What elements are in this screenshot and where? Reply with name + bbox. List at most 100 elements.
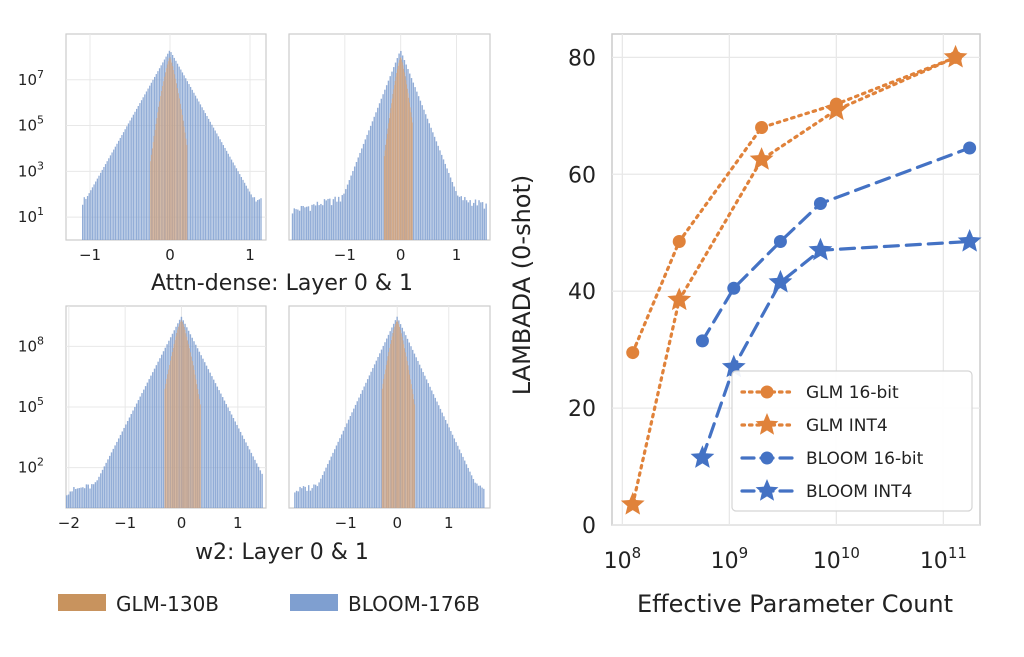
bar-bloom-176b (446, 423, 449, 508)
bar-bloom-176b (168, 340, 170, 508)
bar-glm-130b (402, 65, 404, 240)
bar-bloom-176b (414, 87, 416, 240)
bar-glm-130b (411, 389, 413, 508)
bar-glm-130b (389, 347, 390, 508)
x-tick-label: 0 (165, 246, 175, 264)
bar-bloom-176b (219, 139, 221, 240)
bar-bloom-176b (460, 196, 462, 240)
bar-bloom-176b (229, 156, 231, 240)
bar-bloom-176b (144, 94, 146, 240)
bar-bloom-176b (73, 487, 75, 508)
bar-bloom-176b (180, 69, 182, 241)
caption-w2: w2: Layer 0 & 1 (195, 540, 369, 565)
bar-bloom-176b (328, 460, 331, 508)
bar-bloom-176b (167, 53, 169, 240)
bar-bloom-176b (448, 427, 450, 508)
bar-bloom-176b (227, 153, 229, 240)
point-glm-int4 (667, 287, 692, 311)
bar-bloom-176b (80, 487, 82, 508)
bar-bloom-176b (244, 182, 246, 240)
bar-bloom-176b (300, 205, 303, 240)
bar-glm-130b (164, 76, 165, 240)
bar-bloom-176b (443, 416, 445, 508)
bar-bloom-176b (318, 205, 320, 240)
bar-glm-130b (163, 81, 164, 240)
y-tick-label: 108 (18, 334, 44, 355)
bar-glm-130b (175, 78, 176, 240)
bar-bloom-176b (248, 449, 251, 508)
bar-bloom-176b (188, 84, 190, 240)
bar-bloom-176b (337, 196, 340, 240)
y-tick-label: 103 (18, 159, 44, 180)
point-bloom-16-bit (773, 235, 787, 249)
bar-bloom-176b (422, 372, 424, 508)
bar-bloom-176b (118, 140, 120, 240)
bar-glm-130b (177, 329, 179, 508)
bar-bloom-176b (332, 199, 335, 240)
bar-glm-130b (158, 106, 160, 240)
bar-bloom-176b (458, 449, 461, 508)
bar-bloom-176b (408, 342, 410, 508)
bar-bloom-176b (316, 486, 319, 508)
bar-bloom-176b (478, 200, 480, 240)
x-tick-label: −1 (79, 246, 101, 264)
bar-bloom-176b (145, 91, 148, 241)
bar-bloom-176b (330, 205, 333, 240)
bar-bloom-176b (327, 198, 329, 240)
bar-bloom-176b (122, 132, 125, 240)
bar-bloom-176b (417, 96, 420, 240)
bar-bloom-176b (426, 118, 429, 240)
bar-bloom-176b (154, 76, 156, 240)
bar-bloom-176b (67, 494, 70, 508)
bar-bloom-176b (212, 127, 215, 240)
bar-glm-130b (381, 388, 383, 508)
bar-bloom-176b (462, 200, 464, 240)
bar-glm-130b (394, 80, 396, 241)
bar-bloom-176b (451, 434, 454, 508)
bar-bloom-176b (132, 410, 134, 508)
bar-glm-130b (406, 84, 408, 240)
bar-bloom-176b (304, 486, 306, 508)
bar-bloom-176b (311, 204, 313, 240)
y-tick-label: 102 (18, 456, 44, 477)
bar-bloom-176b (261, 473, 263, 508)
bar-bloom-176b (121, 431, 124, 508)
bar-bloom-176b (239, 431, 242, 508)
bar-bloom-176b (95, 181, 97, 240)
bar-glm-130b (387, 128, 389, 240)
x-tick-label: 1 (452, 246, 462, 264)
bar-bloom-176b (313, 484, 315, 508)
bar-bloom-176b (351, 412, 353, 508)
bar-bloom-176b (234, 421, 236, 508)
bar-glm-130b (407, 88, 408, 240)
bar-glm-130b (153, 135, 155, 240)
bar-bloom-176b (104, 164, 107, 240)
bar-bloom-176b (103, 166, 105, 240)
bar-bloom-176b (139, 396, 141, 508)
bar-bloom-176b (453, 438, 456, 508)
bar-bloom-176b (245, 185, 247, 240)
bar-glm-130b (403, 68, 405, 240)
bar-bloom-176b (427, 383, 430, 508)
bar-bloom-176b (257, 466, 260, 508)
bar-bloom-176b (217, 136, 220, 240)
bar-bloom-176b (82, 487, 84, 508)
bar-glm-130b (150, 154, 152, 240)
bar-bloom-176b (304, 207, 306, 240)
bar-bloom-176b (254, 459, 256, 508)
bar-glm-130b (186, 144, 188, 240)
bar-bloom-176b (465, 464, 468, 508)
bar-glm-130b (396, 69, 398, 241)
bar-bloom-176b (353, 408, 355, 508)
bar-glm-130b (187, 340, 189, 508)
bar-bloom-176b (444, 163, 446, 240)
bar-bloom-176b (309, 210, 311, 240)
bar-glm-130b (173, 343, 175, 508)
bar-glm-130b (411, 384, 412, 508)
bar-bloom-176b (377, 107, 379, 240)
bar-glm-130b (166, 378, 168, 508)
bar-glm-130b (164, 388, 166, 508)
bar-bloom-176b (323, 199, 326, 240)
bar-glm-130b (405, 80, 407, 240)
